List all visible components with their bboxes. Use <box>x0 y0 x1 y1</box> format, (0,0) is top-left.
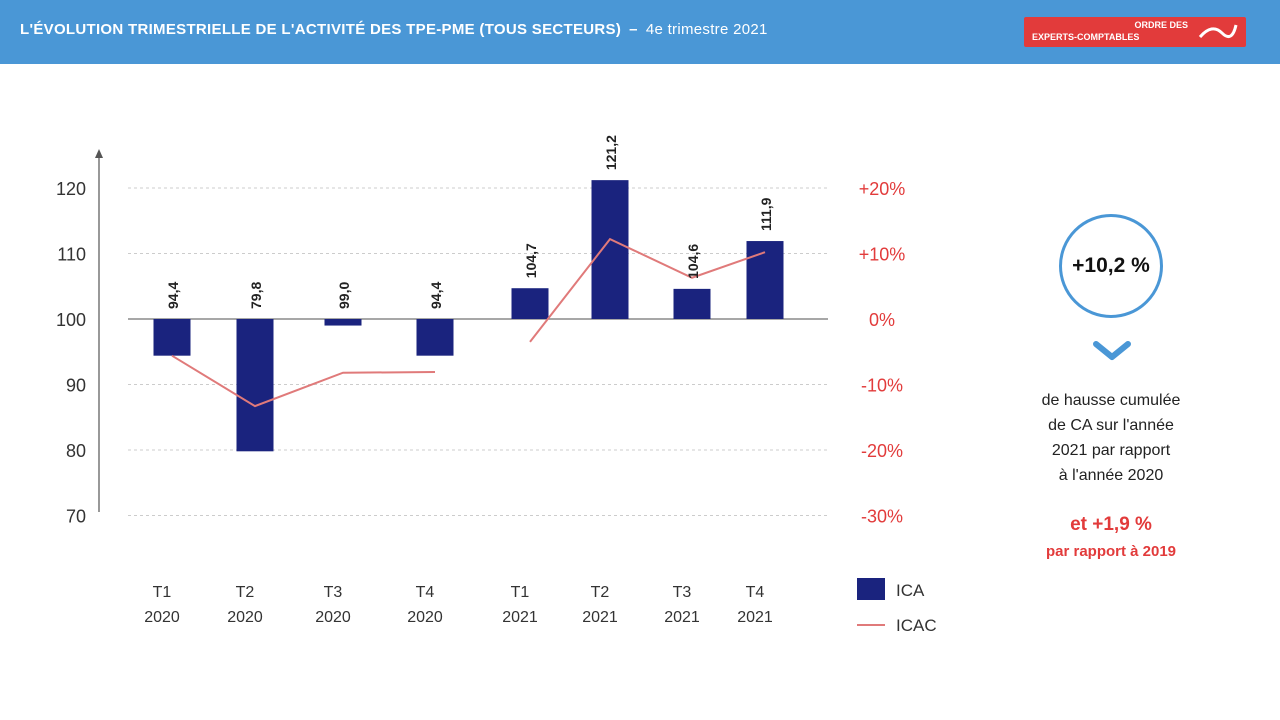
chevron-down-icon <box>1093 341 1131 360</box>
right-axis-ticks: -30% -20% -10% 0% +10% +20% <box>859 179 906 527</box>
bar-labels: 94,4 79,8 99,0 94,4 104,7 121,2 104,6 111,9 <box>165 135 774 309</box>
ica-bar <box>153 319 191 356</box>
x-tick-label-quarter: T1 <box>511 584 530 601</box>
icac-line <box>171 237 766 408</box>
left-tick-label: 80 <box>66 441 86 461</box>
bar-value-label: 121,2 <box>603 135 619 170</box>
x-tick-label-year: 2021 <box>502 609 538 626</box>
right-tick-label: -30% <box>861 507 903 527</box>
x-tick-label-quarter: T4 <box>746 584 765 601</box>
logo-line1: ORDRE DES <box>1134 20 1188 30</box>
ica-bar <box>236 319 274 452</box>
page-title: L'ÉVOLUTION TRIMESTRIELLE DE L'ACTIVITÉ … <box>20 21 768 38</box>
title-separator: – <box>629 21 638 38</box>
logo-line2: EXPERTS-COMPTABLES <box>1032 32 1140 42</box>
kpi-value: +10,2 % <box>1072 254 1150 277</box>
x-tick-label-year: 2021 <box>664 609 700 626</box>
kpi-description-line: à l'année 2020 <box>1058 467 1164 484</box>
right-tick-label: +10% <box>859 245 906 265</box>
title-text: L'ÉVOLUTION TRIMESTRIELLE DE L'ACTIVITÉ … <box>20 21 622 38</box>
bar-value-label: 99,0 <box>336 282 352 309</box>
bar-value-label: 94,4 <box>428 282 444 309</box>
ica-bar <box>673 288 711 319</box>
x-tick-label-year: 2021 <box>582 609 618 626</box>
bar-value-label: 104,7 <box>523 243 539 278</box>
bar-value-label: 104,6 <box>685 244 701 279</box>
x-tick-label-quarter: T4 <box>416 584 435 601</box>
kpi-secondary-value: +1,9 % <box>1092 514 1152 535</box>
legend-label-ica: ICA <box>896 581 925 600</box>
title-subtitle: 4e trimestre 2021 <box>645 21 768 38</box>
left-tick-label: 70 <box>66 507 86 527</box>
ica-bar <box>591 180 629 319</box>
left-axis <box>95 149 103 512</box>
kpi-circle: +10,2 % <box>1059 214 1163 318</box>
chart: 94,4 79,8 99,0 94,4 104,7 121,2 104,6 111,9 70 8… <box>56 135 937 635</box>
left-tick-label: 100 <box>56 310 86 330</box>
x-tick-label-quarter: T3 <box>673 584 692 601</box>
x-tick-label-quarter: T2 <box>591 584 610 601</box>
logo-swoosh-icon <box>1198 24 1238 39</box>
ica-bar <box>324 319 362 326</box>
right-tick-label: 0% <box>869 310 895 330</box>
left-axis-ticks: 70 80 90 100 110 120 <box>56 179 86 527</box>
left-tick-label: 90 <box>66 376 86 396</box>
kpi-secondary-prefix: et <box>1070 514 1087 535</box>
kpi-secondary: et +1,9 % par rapport à 2019 <box>993 511 1229 565</box>
y-axis-arrow <box>95 149 103 158</box>
kpi-description-line: de CA sur l'année <box>1048 417 1174 434</box>
ica-bar <box>416 319 454 356</box>
header-banner: L'ÉVOLUTION TRIMESTRIELLE DE L'ACTIVITÉ … <box>0 0 1280 64</box>
bar-value-label: 111,9 <box>758 197 774 231</box>
left-tick-label: 120 <box>56 179 86 199</box>
ica-bar <box>746 241 784 319</box>
right-tick-label: -20% <box>861 441 903 461</box>
x-tick-label-year: 2020 <box>407 609 443 626</box>
chart-grid <box>128 187 828 516</box>
kpi-description-line: de hausse cumulée <box>1041 392 1181 409</box>
x-tick-label-year: 2021 <box>737 609 773 626</box>
x-tick-label-year: 2020 <box>144 609 180 626</box>
ica-bars <box>153 180 784 452</box>
bar-value-label: 79,8 <box>248 282 264 309</box>
x-tick-label-quarter: T2 <box>236 584 255 601</box>
x-tick-label-quarter: T3 <box>324 584 343 601</box>
right-tick-label: +20% <box>859 179 906 199</box>
x-axis-ticks: T1 2020 T2 2020 T3 2020 T4 2020 T1 2021 T2 2021 T3 20… <box>144 584 773 626</box>
ica-bar <box>511 288 549 319</box>
kpi-description-line: 2021 par rapport <box>1051 442 1171 459</box>
right-tick-label: -10% <box>861 376 903 396</box>
bar-value-label: 94,4 <box>165 282 181 309</box>
legend-swatch-ica <box>857 578 885 600</box>
x-tick-label-year: 2020 <box>227 609 263 626</box>
legend-label-icac: ICAC <box>896 616 937 635</box>
left-tick-label: 110 <box>57 245 86 265</box>
logo: ORDRE DES EXPERTS-COMPTABLES <box>1024 17 1246 47</box>
legend: ICA ICAC <box>857 578 937 635</box>
x-tick-label-year: 2020 <box>315 609 351 626</box>
kpi-description: de hausse cumulée de CA sur l'année 2021… <box>1003 388 1219 488</box>
x-tick-label-quarter: T1 <box>153 584 172 601</box>
kpi-secondary-text: par rapport à 2019 <box>1045 543 1177 560</box>
